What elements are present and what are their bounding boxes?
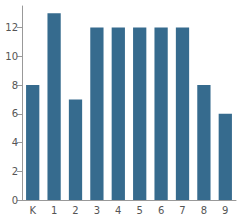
svg-text:K: K	[29, 205, 36, 216]
svg-text:4: 4	[12, 137, 18, 148]
svg-text:12: 12	[5, 22, 18, 33]
svg-text:0: 0	[12, 195, 18, 206]
svg-text:8: 8	[201, 205, 207, 216]
svg-text:6: 6	[158, 205, 164, 216]
svg-text:6: 6	[12, 108, 18, 119]
svg-text:9: 9	[222, 205, 228, 216]
svg-text:7: 7	[179, 205, 185, 216]
svg-text:2: 2	[12, 166, 18, 177]
svg-text:2: 2	[72, 205, 78, 216]
svg-text:5: 5	[137, 205, 143, 216]
svg-text:4: 4	[115, 205, 121, 216]
svg-text:10: 10	[5, 51, 18, 62]
svg-text:8: 8	[12, 80, 18, 91]
svg-text:1: 1	[51, 205, 57, 216]
svg-text:3: 3	[94, 205, 100, 216]
